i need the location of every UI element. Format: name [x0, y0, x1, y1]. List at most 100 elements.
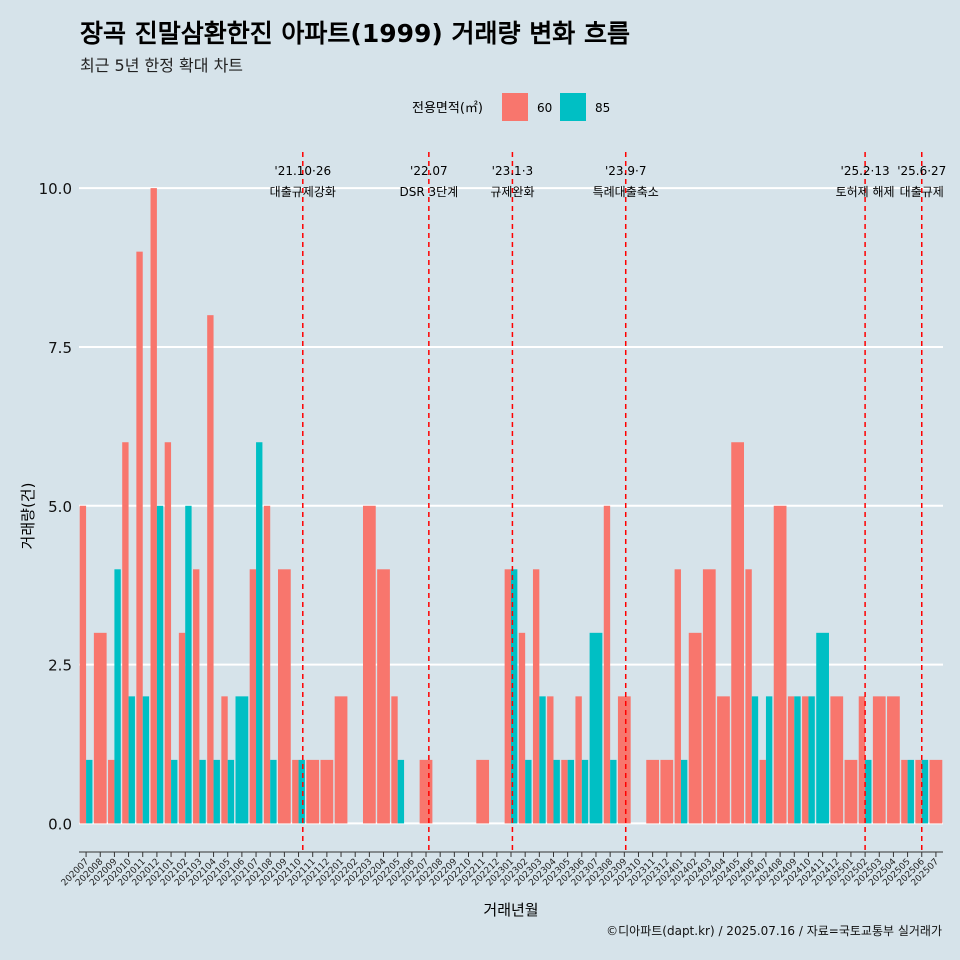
event-label: 대출규제 [900, 185, 944, 199]
bar-60 [263, 505, 271, 824]
bar-60 [221, 696, 228, 824]
bar-60 [844, 759, 858, 824]
bar-85 [397, 759, 405, 824]
bar-60 [504, 569, 511, 824]
bar-60 [702, 569, 716, 824]
bar-60 [929, 759, 943, 824]
bar-85 [128, 696, 135, 824]
y-tick-label: 0.0 [48, 815, 72, 833]
event-date: '23.1·3 [492, 164, 533, 178]
event-label: DSR 3단계 [399, 185, 458, 199]
y-tick-label: 2.5 [48, 657, 72, 675]
legend-title: 전용면적(㎡) [412, 101, 483, 116]
bar-60 [362, 505, 376, 824]
bar-85 [142, 696, 150, 824]
bar-85 [213, 759, 220, 824]
bar-85 [907, 759, 914, 824]
legend-label-85: 85 [595, 101, 610, 115]
bar-60 [377, 569, 390, 824]
y-tick-label: 5.0 [48, 498, 72, 516]
bar-60 [164, 442, 172, 824]
bar-60 [575, 696, 582, 824]
bar-60 [858, 696, 866, 824]
legend-swatch-85 [560, 93, 586, 121]
bar-85 [765, 696, 773, 824]
event-date: '25.6·27 [897, 164, 946, 178]
bar-60 [915, 759, 922, 824]
bar-60 [603, 505, 611, 824]
bar-60 [391, 696, 398, 824]
event-markers: '21.10·26 대출규제강화 '22.07 DSR 3단계 '23.1·3 규제완화 '… [270, 152, 946, 852]
bar-60 [518, 632, 526, 824]
bar-60 [830, 696, 844, 824]
bar-85 [539, 696, 546, 824]
bar-85 [751, 696, 759, 824]
event-date: '21.10·26 [274, 164, 331, 178]
bar-85 [270, 759, 277, 824]
axes: 0.02.55.07.510.0202007202008202009202010… [39, 180, 943, 888]
bar-85 [610, 759, 617, 824]
bar-60 [731, 442, 744, 824]
y-axis-title: 거래량(건) [19, 483, 37, 550]
chart-subtitle: 최근 5년 한정 확대 차트 [80, 56, 244, 75]
bar-60 [178, 632, 186, 824]
bar-60 [674, 569, 681, 824]
caption: ©디아파트(dapt.kr) / 2025.07.16 / 자료=국토교통부 실… [606, 924, 942, 938]
legend-label-60: 60 [537, 101, 552, 115]
bar-85 [171, 759, 178, 824]
bar-60 [193, 569, 200, 824]
bar-85 [298, 759, 305, 824]
bar-85 [794, 696, 801, 824]
bar-85 [865, 759, 872, 824]
bar-60 [660, 759, 674, 824]
bar-60 [108, 759, 115, 824]
bar-60 [561, 759, 568, 824]
bar-60 [136, 251, 143, 824]
chart-title: 장곡 진말삼환한진 아파트(1999) 거래량 변화 흐름 [80, 19, 630, 48]
bar-60 [93, 632, 107, 824]
bar-60 [617, 696, 631, 824]
bar-60 [688, 632, 702, 824]
bar-60 [150, 188, 157, 824]
bar-85 [816, 632, 829, 824]
bar-60 [320, 759, 334, 824]
bar-60 [79, 505, 87, 824]
bar-60 [901, 759, 908, 824]
bar-60 [292, 759, 299, 824]
bar-60 [122, 442, 129, 824]
bar-60 [759, 759, 766, 824]
event-label: 토허제 해제 [836, 185, 895, 199]
event-label: 대출규제강화 [270, 185, 336, 199]
bar-60 [207, 315, 214, 824]
bar-60 [773, 505, 787, 824]
bar-85 [86, 759, 93, 824]
bar-60 [872, 696, 886, 824]
bar-85 [680, 759, 688, 824]
y-tick-label: 7.5 [48, 339, 72, 357]
event-date: '22.07 [410, 164, 448, 178]
bar-60 [334, 696, 348, 824]
bar-85 [235, 696, 249, 824]
event-label: 규제완화 [490, 185, 534, 199]
bars [79, 188, 943, 824]
bar-85 [156, 505, 164, 824]
bar-85 [199, 759, 206, 824]
bar-85 [114, 569, 121, 824]
bar-85 [589, 632, 603, 824]
bar-60 [787, 696, 795, 824]
bar-85 [256, 442, 263, 824]
bar-60 [476, 759, 490, 824]
event-label: 특례대출축소 [593, 185, 659, 199]
y-tick-label: 10.0 [39, 180, 72, 198]
bar-85 [808, 696, 815, 824]
bar-60 [646, 759, 660, 824]
bar-85 [185, 505, 192, 824]
bar-85 [511, 569, 518, 824]
bar-60 [547, 696, 554, 824]
bar-60 [249, 569, 257, 824]
bar-85 [227, 759, 235, 824]
legend: 전용면적(㎡) 60 85 [412, 93, 610, 121]
bar-85 [921, 759, 929, 824]
bar-60 [887, 696, 900, 824]
